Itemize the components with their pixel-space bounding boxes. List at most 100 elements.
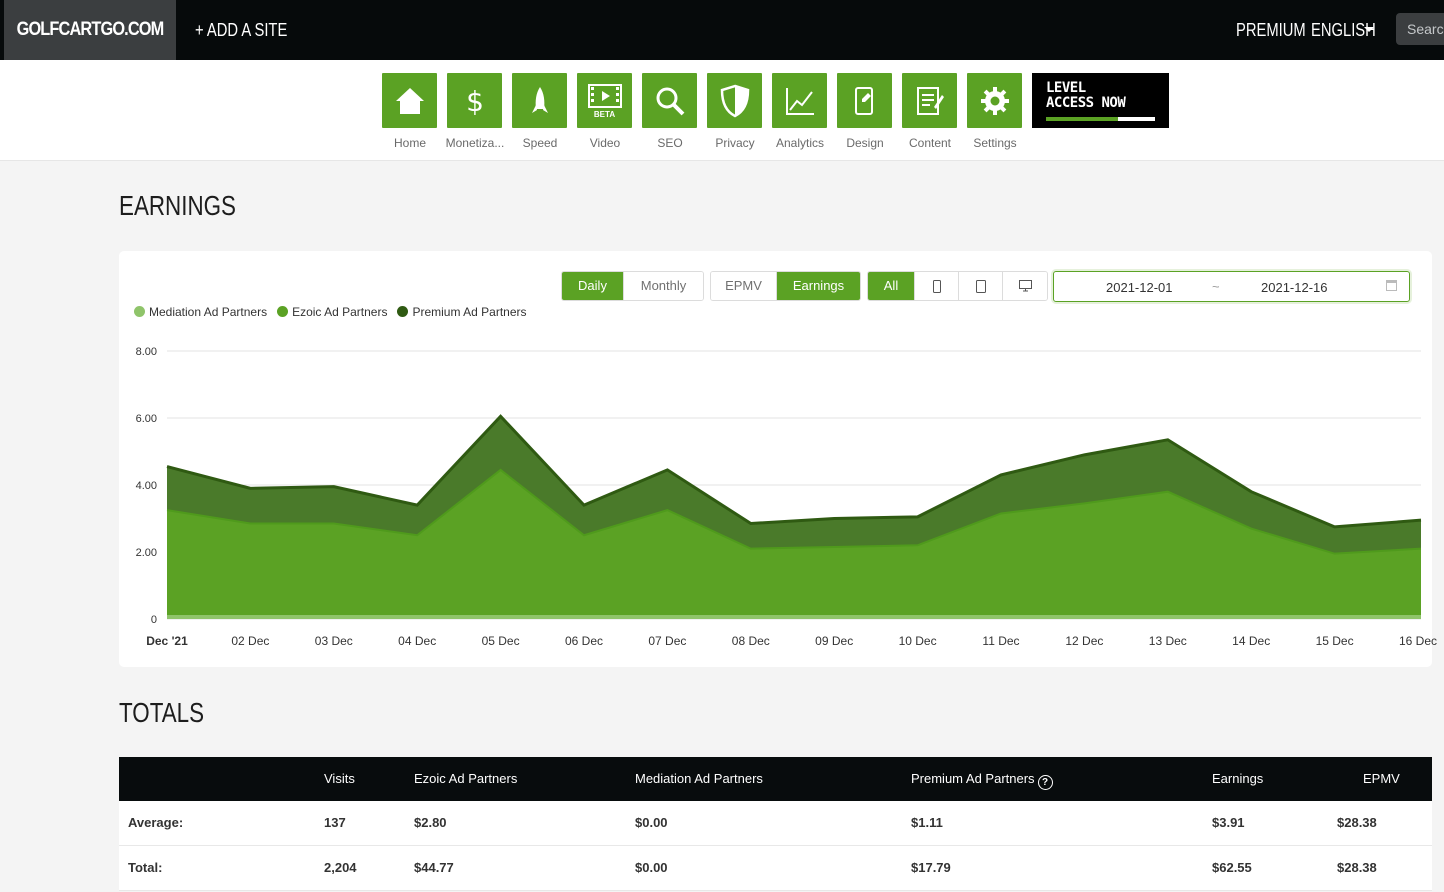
nav-content[interactable]: Content (902, 73, 957, 153)
level-line2: ACCESS NOW (1046, 95, 1126, 111)
document-edit-icon[interactable] (902, 73, 957, 128)
nav-label: Analytics (775, 136, 825, 150)
nav-speed[interactable]: Speed (512, 73, 567, 153)
legend-item-ezoic[interactable]: Ezoic Ad Partners (277, 305, 387, 319)
top-navbar: GOLFCARTGO.COM + ADD A SITE PREMIUM ENGL… (0, 0, 1444, 60)
nav-label: Home (393, 136, 426, 150)
nav-label: Video (589, 136, 621, 150)
cell-premium: $17.79 (911, 860, 951, 875)
earnings-button[interactable]: Earnings (776, 272, 860, 300)
legend-dot (397, 306, 409, 317)
rocket-icon[interactable] (512, 73, 567, 128)
nav-video[interactable]: BETA Video (577, 73, 632, 153)
cell-premium: $1.11 (911, 815, 943, 830)
col-epmv: EPMV (1363, 771, 1400, 786)
shield-icon[interactable] (707, 73, 762, 128)
table-row: Total: 2,204 $44.77 $0.00 $17.79 $62.55 … (119, 846, 1432, 891)
nav-home[interactable]: Home (382, 73, 437, 153)
nav-label: Design (846, 136, 884, 150)
date-separator: ~ (1212, 279, 1220, 294)
totals-table: Visits Ezoic Ad Partners Mediation Ad Pa… (119, 757, 1432, 891)
row-label: Average: (128, 815, 184, 830)
cell-visits: 2,204 (324, 860, 357, 875)
cell-earnings: $3.91 (1212, 815, 1245, 830)
line-chart-icon[interactable] (772, 73, 827, 128)
totals-heading: TOTALS (119, 697, 205, 728)
legend-item-mediation[interactable]: Mediation Ad Partners (134, 305, 267, 319)
premium-link[interactable]: PREMIUM (1236, 20, 1306, 40)
nav-label: Privacy (715, 136, 755, 150)
table-row: Average: 137 $2.80 $0.00 $1.11 $3.91 $28… (119, 801, 1432, 846)
legend-label: Mediation Ad Partners (149, 305, 268, 319)
legend-label: Ezoic Ad Partners (292, 305, 388, 319)
legend-label: Premium Ad Partners (412, 305, 527, 319)
col-mediation: Mediation Ad Partners (635, 771, 763, 786)
cell-mediation: $0.00 (635, 815, 668, 830)
add-site-link[interactable]: + ADD A SITE (195, 20, 288, 40)
cell-epmv: $28.38 (1337, 860, 1377, 875)
cell-mediation: $0.00 (635, 860, 668, 875)
nav-privacy[interactable]: Privacy (707, 73, 762, 153)
home-icon[interactable] (382, 73, 437, 128)
device-all-button[interactable]: All (868, 272, 914, 300)
search-input[interactable]: Search (1396, 13, 1444, 45)
nav-label: Settings (973, 136, 1017, 150)
nav-monetization[interactable]: $ Monetiza... (446, 73, 504, 153)
nav-label: Content (908, 136, 952, 150)
video-beta-icon[interactable]: BETA (577, 73, 632, 128)
tablet-icon (975, 279, 986, 293)
nav-label: SEO (657, 136, 683, 150)
nav-label: Speed (522, 136, 558, 150)
table-header: Visits Ezoic Ad Partners Mediation Ad Pa… (119, 757, 1432, 801)
language-dropdown[interactable]: ENGLISH (1311, 20, 1376, 40)
date-end-input[interactable]: 2021-12-16 (1261, 280, 1328, 295)
legend-item-premium[interactable]: Premium Ad Partners (397, 305, 527, 319)
mobile-device-button[interactable] (914, 272, 958, 300)
col-ezoic: Ezoic Ad Partners (414, 771, 518, 786)
tablet-device-button[interactable] (958, 272, 1002, 300)
tablet-edit-icon[interactable] (837, 73, 892, 128)
chevron-down-icon[interactable] (1364, 27, 1374, 32)
col-earnings: Earnings (1212, 771, 1264, 786)
legend-dot (134, 306, 145, 317)
metric-toggle: EPMV Earnings (710, 271, 861, 301)
monthly-button[interactable]: Monthly (623, 272, 703, 300)
site-brand[interactable]: GOLFCARTGO.COM (4, 0, 176, 60)
date-range-picker[interactable]: 2021-12-01 ~ 2021-12-16 (1053, 271, 1410, 302)
level-progress-bar (1046, 117, 1155, 121)
app-nav-bar: Home $ Monetiza... Speed BETA Video SEO … (0, 60, 1444, 161)
col-premium-label: Premium Ad Partners (911, 771, 1035, 786)
mobile-icon (932, 279, 941, 293)
chart-legend: Mediation Ad Partners Ezoic Ad Partners … (134, 305, 527, 319)
epmv-button[interactable]: EPMV (711, 272, 776, 300)
level-line1: LEVEL (1046, 80, 1086, 96)
calendar-icon[interactable] (1386, 280, 1397, 291)
date-start-input[interactable]: 2021-12-01 (1106, 280, 1173, 295)
cell-ezoic: $44.77 (414, 860, 454, 875)
nav-analytics[interactable]: Analytics (772, 73, 827, 153)
desktop-icon (1018, 280, 1032, 292)
nav-design[interactable]: Design (837, 73, 892, 153)
help-icon[interactable]: ? (1037, 775, 1053, 790)
desktop-device-button[interactable] (1002, 272, 1047, 300)
daily-button[interactable]: Daily (562, 272, 623, 300)
level-progress-fill (1046, 117, 1118, 121)
cell-earnings: $62.55 (1212, 860, 1252, 875)
magnifier-icon[interactable] (642, 73, 697, 128)
nav-seo[interactable]: SEO (642, 73, 697, 153)
svg-text:$: $ (466, 85, 484, 117)
dollar-icon[interactable]: $ (447, 73, 502, 128)
nav-settings[interactable]: Settings (967, 73, 1022, 153)
cell-epmv: $28.38 (1337, 815, 1377, 830)
nav-label: Monetiza... (445, 136, 505, 150)
level-access-text: LEVEL ACCESS NOW (1046, 80, 1126, 111)
row-label: Total: (128, 860, 163, 875)
col-visits: Visits (324, 771, 355, 786)
level-access-banner[interactable]: LEVEL ACCESS NOW (1032, 73, 1169, 128)
beta-badge: BETA (593, 109, 616, 119)
gear-icon[interactable] (967, 73, 1022, 128)
cell-ezoic: $2.80 (414, 815, 447, 830)
cell-visits: 137 (324, 815, 346, 830)
period-toggle: Daily Monthly (561, 271, 704, 301)
earnings-heading: EARNINGS (119, 190, 236, 221)
